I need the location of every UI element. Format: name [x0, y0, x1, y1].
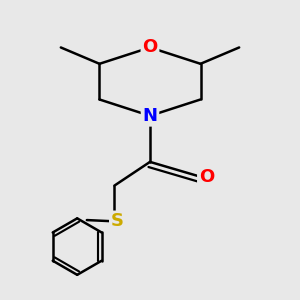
- Text: O: O: [142, 38, 158, 56]
- Text: S: S: [111, 212, 124, 230]
- Text: O: O: [199, 168, 214, 186]
- Text: N: N: [142, 107, 158, 125]
